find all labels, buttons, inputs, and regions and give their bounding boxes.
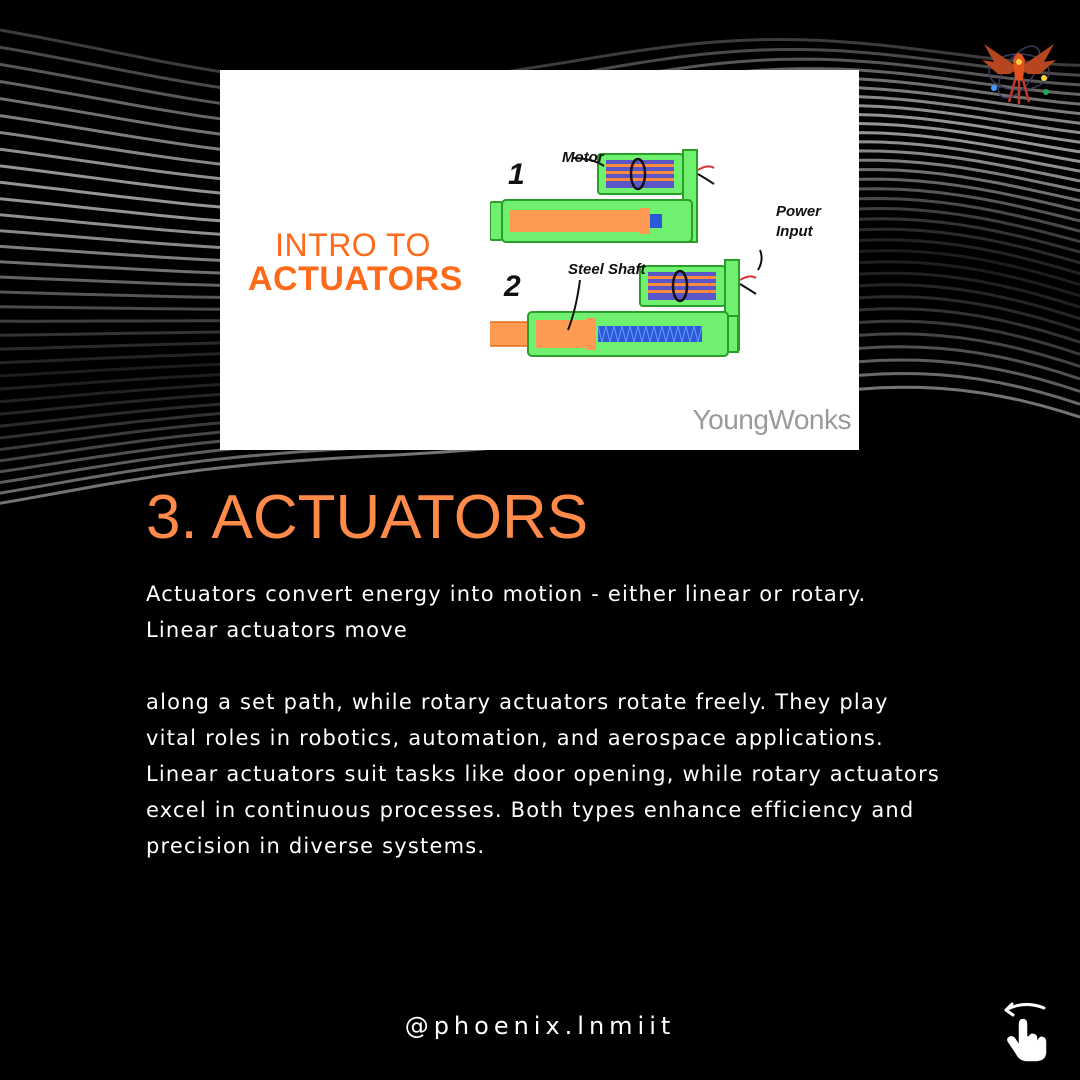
power-label-line2: Input	[776, 223, 813, 240]
wave-line	[0, 28, 1080, 86]
body-paragraph-1: Actuators convert energy into motion - e…	[146, 582, 867, 642]
actuator-label-2: 2	[504, 270, 521, 303]
power-label-line1: Power	[776, 203, 822, 220]
steel-shaft-label: Steel Shaft	[568, 261, 646, 278]
shaft-pointer-line	[567, 279, 581, 331]
actuator-2-body	[490, 311, 739, 357]
actuator-1-body	[490, 199, 693, 243]
power-input-label: Power Input	[776, 202, 821, 242]
section-heading: 3. ACTUATORS	[146, 483, 589, 552]
card-title-line1: INTRO TO	[275, 227, 431, 263]
body-text: Actuators convert energy into motion - e…	[146, 576, 946, 864]
motor-label: Motor	[562, 149, 604, 166]
actuator-diagram	[490, 149, 763, 357]
actuator-label-1: 1	[508, 158, 525, 191]
instagram-handle: @phoenix.lnmiit	[404, 1012, 676, 1040]
power-pointer-line	[757, 249, 763, 271]
motor-pointer-line	[571, 157, 605, 167]
intro-actuators-image: INTRO TO ACTUATORS	[220, 70, 859, 450]
body-paragraph-2: along a set path, while rotary actuators…	[146, 690, 941, 858]
card-title: INTRO TO ACTUATORS	[248, 227, 463, 298]
card-title-line2: ACTUATORS	[248, 260, 463, 298]
phoenix-logo-icon	[982, 44, 1056, 104]
motor-1	[597, 149, 715, 243]
youngwonks-brand: YoungWonks	[692, 404, 852, 435]
swipe-hand-icon[interactable]	[998, 1000, 1054, 1062]
